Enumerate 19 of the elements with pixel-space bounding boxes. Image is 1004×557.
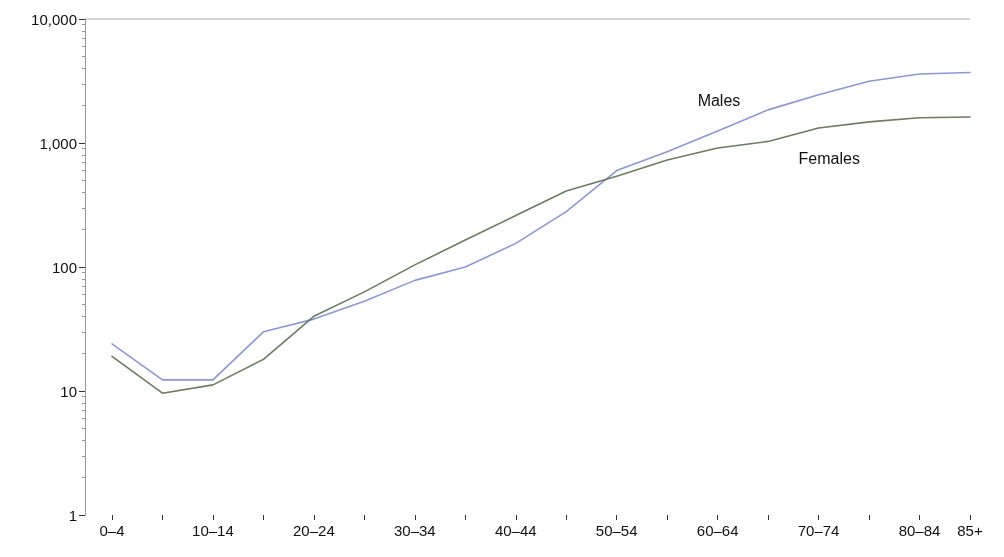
line-series [111, 71, 971, 381]
y-tick-label: 10 [60, 382, 77, 400]
x-tick-label: 70–74 [797, 522, 840, 539]
x-tick-label: 40–44 [494, 522, 537, 539]
x-tick-label: 50–54 [595, 522, 638, 539]
x-tick-label: 20–24 [293, 522, 335, 539]
y-tick-label: 100 [51, 258, 77, 276]
x-tick-label: 10–14 [192, 522, 234, 539]
x-tick-label: 30–34 [393, 522, 436, 539]
y-tick-label: 10,000 [31, 10, 77, 28]
x-tick-label: 60–64 [696, 522, 739, 539]
x-tick-label: 0–4 [99, 522, 125, 539]
series-label: Males [697, 92, 741, 110]
x-tick-label: 85+ [957, 522, 983, 539]
x-tick-label: 80–84 [898, 522, 941, 539]
line-series [111, 116, 971, 394]
y-tick-label: 1,000 [39, 134, 77, 152]
series-label: Females [798, 149, 860, 167]
y-tick-label: 1 [68, 506, 77, 524]
